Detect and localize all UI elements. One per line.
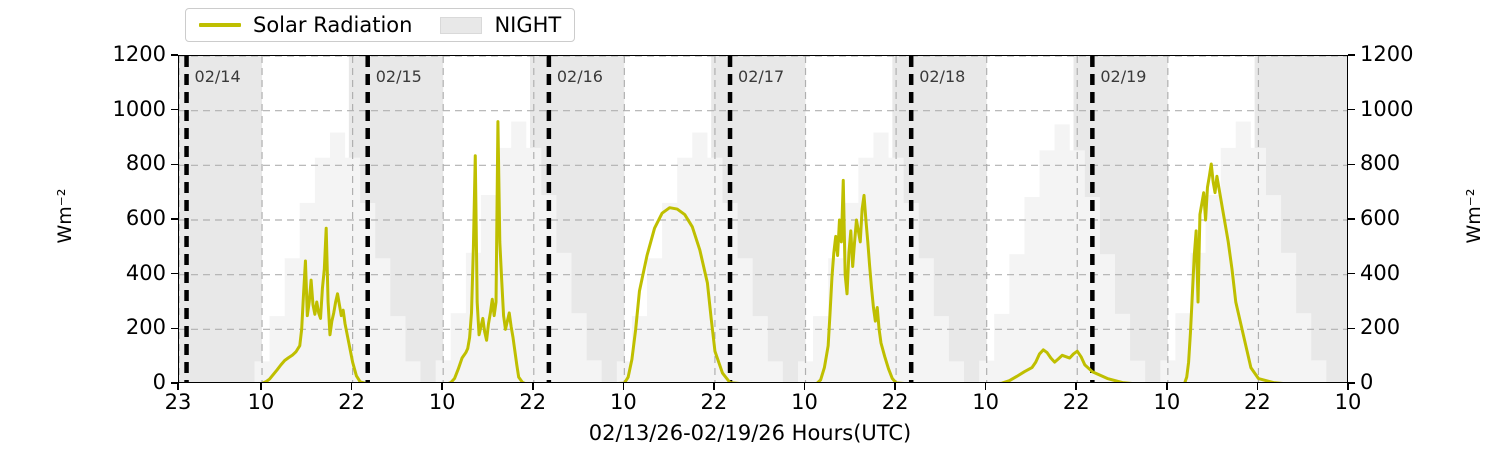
y-tick-label-right-1: 200 — [1360, 315, 1401, 340]
x-tick-label-5: 10 — [609, 390, 637, 414]
y-tick-mark-right-1 — [1348, 327, 1355, 330]
x-tick-label-13: 10 — [1334, 390, 1362, 414]
legend-label-night: NIGHT — [494, 13, 562, 37]
x-tick-label-2: 22 — [338, 390, 365, 414]
plot-area — [178, 55, 1348, 383]
y-tick-label-left-6: 1200 — [112, 42, 166, 66]
x-tick-mark-0 — [177, 383, 179, 390]
clearsky-step — [692, 132, 708, 382]
x-tick-label-4: 22 — [519, 390, 547, 414]
x-tick-label-1: 10 — [247, 390, 275, 414]
clearsky-step — [1054, 124, 1070, 382]
x-tick-label-0: 23 — [164, 390, 192, 414]
y-tick-label-left-5: 1000 — [112, 96, 166, 121]
y-tick-label-left-0: 0 — [152, 370, 166, 394]
legend-entry-solar-radiation: Solar Radiation — [199, 13, 440, 37]
x-tick-label-6: 22 — [700, 390, 728, 414]
y-tick-mark-left-4 — [171, 163, 178, 166]
y-tick-label-left-2: 400 — [125, 260, 166, 285]
x-tick-mark-3 — [441, 383, 443, 390]
day-label-02-18: 02/18 — [919, 67, 966, 86]
y-tick-mark-left-0 — [171, 382, 178, 384]
series-line-solar-radiation — [261, 120, 1284, 382]
x-tick-label-7: 10 — [791, 390, 818, 414]
day-label-02-14: 02/14 — [194, 67, 241, 86]
x-tick-mark-7 — [803, 383, 806, 390]
y-tick-label-right-6: 1200 — [1360, 42, 1414, 66]
x-tick-mark-10 — [1075, 383, 1078, 390]
y-tick-mark-right-5 — [1348, 108, 1355, 111]
x-tick-mark-11 — [1166, 383, 1168, 390]
y-tick-mark-left-2 — [171, 272, 178, 275]
x-tick-mark-4 — [531, 383, 534, 390]
y-tick-label-left-4: 800 — [125, 151, 166, 176]
chart-legend: Solar Radiation NIGHT — [185, 8, 576, 42]
clearsky-step — [329, 132, 346, 382]
y-tick-mark-right-2 — [1348, 272, 1355, 275]
day-label-02-15: 02/15 — [375, 67, 422, 86]
y-tick-label-right-4: 800 — [1360, 151, 1401, 176]
legend-line-swatch — [199, 23, 241, 27]
y-axis-label-left: Wm⁻² — [54, 188, 76, 244]
x-axis-label: 02/13/26-02/19/26 Hours(UTC) — [588, 421, 912, 445]
clearsky-envelope-group — [254, 121, 1327, 382]
y-tick-mark-left-3 — [171, 218, 178, 220]
y-tick-mark-right-3 — [1348, 218, 1355, 220]
y-tick-label-right-2: 400 — [1360, 260, 1401, 285]
y-axis-label-right: Wm⁻² — [1463, 188, 1485, 244]
day-divider-group — [184, 56, 1095, 382]
y-tick-label-right-0: 0 — [1360, 370, 1374, 394]
x-tick-mark-2 — [350, 383, 353, 390]
x-tick-mark-6 — [713, 383, 715, 390]
clearsky-step — [1235, 121, 1251, 382]
x-tick-label-10: 22 — [1062, 390, 1090, 414]
x-tick-mark-5 — [622, 383, 625, 390]
x-tick-mark-12 — [1256, 383, 1259, 390]
day-label-02-19: 02/19 — [1100, 67, 1147, 86]
x-tick-mark-8 — [894, 383, 896, 390]
x-tick-mark-9 — [984, 383, 987, 390]
y-tick-label-left-1: 200 — [125, 315, 166, 340]
y-tick-mark-right-6 — [1348, 54, 1355, 56]
plot-svg — [179, 56, 1347, 382]
x-tick-label-12: 22 — [1244, 390, 1271, 414]
clearsky-step — [511, 121, 527, 382]
day-label-02-16: 02/16 — [556, 67, 603, 86]
y-tick-mark-right-4 — [1348, 163, 1355, 166]
gridlines-group — [179, 56, 1347, 382]
series-solar-radiation-group — [261, 120, 1284, 382]
y-tick-mark-left-5 — [171, 108, 178, 111]
y-tick-label-left-3: 600 — [125, 206, 166, 230]
x-tick-label-8: 22 — [881, 390, 909, 414]
y-tick-label-right-3: 600 — [1360, 206, 1401, 230]
day-label-02-17: 02/17 — [738, 67, 785, 86]
legend-label-solar-radiation: Solar Radiation — [253, 13, 413, 37]
legend-patch-swatch — [440, 16, 483, 34]
y-tick-mark-right-0 — [1348, 382, 1355, 384]
x-tick-mark-1 — [260, 383, 262, 390]
y-tick-mark-left-1 — [171, 327, 178, 330]
x-tick-mark-13 — [1347, 383, 1349, 390]
y-tick-mark-left-6 — [171, 54, 178, 56]
x-tick-label-3: 10 — [428, 390, 456, 414]
x-tick-label-9: 10 — [972, 390, 1000, 414]
y-tick-label-right-5: 1000 — [1360, 96, 1414, 121]
x-tick-label-11: 10 — [1153, 390, 1181, 414]
legend-entry-night: NIGHT — [440, 13, 561, 37]
